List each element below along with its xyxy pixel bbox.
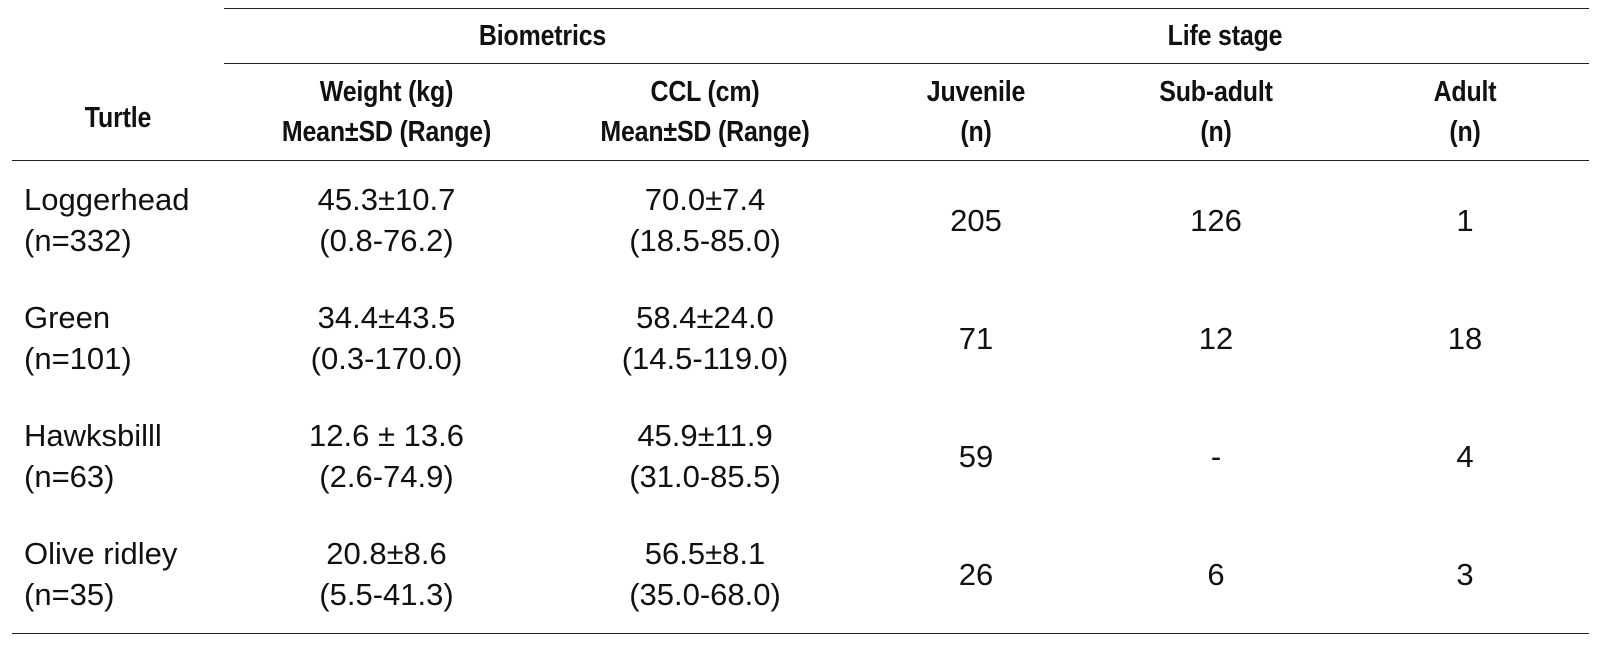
ccl-cell: 56.5±8.1 (35.0-68.0) <box>549 515 862 634</box>
weight-header-line1: Weight (kg) <box>319 76 454 108</box>
adult-header-line2: (n) <box>1449 116 1481 148</box>
table-row-loggerhead: Loggerhead (n=332) 45.3±10.7 (0.8-76.2) … <box>12 161 1589 280</box>
weight-mean: 34.4±43.5 <box>317 300 456 335</box>
biometrics-group-header: Biometrics <box>268 8 817 64</box>
ccl-cell: 45.9±11.9 (31.0-85.5) <box>549 397 861 515</box>
ccl-cell: 58.4±24.0 (14.5-119.0) <box>549 279 861 397</box>
turtle-name: Green <box>24 300 111 335</box>
adult-cell: 18 <box>1447 320 1483 356</box>
weight-cell: 20.8±8.6 (5.5-41.3) <box>224 515 549 634</box>
subadult-header-line1: Sub-adult <box>1159 76 1273 108</box>
turtle-name-cell: Loggerhead (n=332) <box>12 161 224 280</box>
life-stage-label: Life stage <box>1167 20 1283 52</box>
juvenile-header-line1: Juvenile <box>926 76 1026 108</box>
ccl-header-line2: Mean±SD (Range) <box>600 116 810 148</box>
adult-cell: 3 <box>1341 515 1590 634</box>
adult-header-line1: Adult <box>1433 76 1497 108</box>
ccl-mean: 56.5±8.1 <box>644 536 766 571</box>
turtle-name-cell: Hawksbilll (n=63) <box>12 397 224 515</box>
ccl-header-line1: CCL (cm) <box>650 76 760 108</box>
turtle-biometrics-table: Turtle Biometrics Life stage Weight (kg)… <box>12 8 1590 634</box>
juvenile-cell: 71 <box>958 320 994 356</box>
turtle-count: (n=101) <box>24 341 132 376</box>
juvenile-header-line2: (n) <box>960 116 992 148</box>
weight-cell: 12.6 ± 13.6 (2.6-74.9) <box>224 397 549 515</box>
adult-cell: 1 <box>1456 202 1474 238</box>
ccl-mean: 70.0±7.4 <box>644 182 766 217</box>
ccl-range: (14.5-119.0) <box>621 341 789 376</box>
juvenile-cell: 59 <box>958 438 994 474</box>
weight-mean: 45.3±10.7 <box>317 182 456 217</box>
ccl-column-header: CCL (cm) Mean±SD (Range) <box>570 63 840 161</box>
ccl-cell: 70.0±7.4 (18.5-85.0) <box>549 161 861 280</box>
subadult-cell: 12 <box>1198 320 1234 356</box>
turtle-name-cell: Green (n=101) <box>12 279 224 397</box>
ccl-range: (31.0-85.5) <box>629 459 781 494</box>
turtle-name: Loggerhead <box>24 182 190 217</box>
turtle-name: Olive ridley <box>24 536 178 571</box>
ccl-mean: 58.4±24.0 <box>636 300 774 335</box>
table-header: Turtle Biometrics Life stage Weight (kg)… <box>12 8 1589 161</box>
juvenile-cell: 205 <box>950 202 1002 238</box>
ccl-mean: 45.9±11.9 <box>637 418 773 453</box>
weight-range: (5.5-41.3) <box>319 577 454 612</box>
weight-range: (2.6-74.9) <box>319 459 454 494</box>
subadult-cell: 6 <box>1091 515 1342 634</box>
weight-mean: 12.6 ± 13.6 <box>309 418 464 453</box>
table-body: Loggerhead (n=332) 45.3±10.7 (0.8-76.2) … <box>12 161 1590 634</box>
adult-column-header: Adult (n) <box>1358 63 1572 161</box>
ccl-range: (35.0-68.0) <box>629 577 781 612</box>
subadult-column-header: Sub-adult (n) <box>1108 63 1324 161</box>
adult-cell: 4 <box>1456 438 1474 474</box>
weight-header-line2: Mean±SD (Range) <box>281 116 492 148</box>
weight-cell: 34.4±43.5 (0.3-170.0) <box>224 279 549 397</box>
turtle-column-header: Turtle <box>26 8 210 161</box>
weight-mean: 20.8±8.6 <box>326 536 447 571</box>
biometrics-label: Biometrics <box>478 20 607 52</box>
life-stage-group-header: Life stage <box>911 8 1539 64</box>
turtle-count: (n=63) <box>24 459 115 494</box>
turtle-count: (n=332) <box>24 223 132 258</box>
subadult-cell: - <box>1210 438 1222 474</box>
weight-range: (0.8-76.2) <box>319 223 454 258</box>
juvenile-cell: 26 <box>861 515 1092 634</box>
table-row-olive-ridley: Olive ridley (n=35) 20.8±8.6 (5.5-41.3) … <box>12 515 1590 634</box>
table-row-green: Green (n=101) 34.4±43.5 (0.3-170.0) 58.4… <box>12 279 1589 397</box>
subadult-cell: 126 <box>1190 202 1242 238</box>
header-sub-row: Weight (kg) Mean±SD (Range) CCL (cm) Mea… <box>12 63 1589 161</box>
header-group-row: Turtle Biometrics Life stage <box>12 8 1589 161</box>
turtle-name: Hawksbilll <box>24 418 162 453</box>
turtle-header-label: Turtle <box>84 102 152 134</box>
subadult-header-line2: (n) <box>1200 116 1232 148</box>
weight-column-header: Weight (kg) Mean±SD (Range) <box>246 63 527 161</box>
turtle-count: (n=35) <box>24 577 115 612</box>
ccl-range: (18.5-85.0) <box>629 223 781 258</box>
table-row-hawksbill: Hawksbilll (n=63) 12.6 ± 13.6 (2.6-74.9)… <box>12 397 1589 515</box>
turtle-name-cell: Olive ridley (n=35) <box>12 515 224 634</box>
weight-range: (0.3-170.0) <box>310 341 463 376</box>
juvenile-column-header: Juvenile (n) <box>877 63 1075 161</box>
weight-cell: 45.3±10.7 (0.8-76.2) <box>224 161 549 280</box>
